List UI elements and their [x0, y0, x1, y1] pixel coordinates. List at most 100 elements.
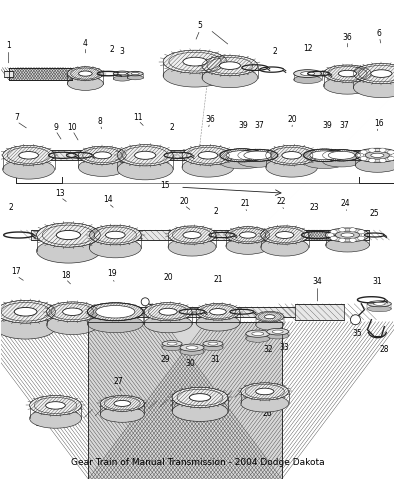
Ellipse shape — [226, 238, 270, 254]
Ellipse shape — [113, 76, 131, 81]
Circle shape — [350, 315, 360, 324]
Ellipse shape — [3, 145, 55, 165]
Text: Gear Train of Manual Transmission - 2004 Dodge Dakota: Gear Train of Manual Transmission - 2004… — [71, 458, 324, 467]
Ellipse shape — [100, 396, 144, 411]
Text: 2: 2 — [214, 206, 218, 216]
Ellipse shape — [339, 70, 357, 77]
Ellipse shape — [89, 225, 141, 245]
Ellipse shape — [100, 407, 144, 422]
Ellipse shape — [264, 315, 275, 319]
Ellipse shape — [330, 236, 337, 240]
Text: 2: 2 — [110, 45, 115, 54]
Ellipse shape — [47, 302, 98, 322]
Ellipse shape — [198, 152, 218, 159]
Text: 32: 32 — [263, 345, 273, 354]
Ellipse shape — [47, 315, 98, 335]
Polygon shape — [337, 150, 369, 160]
Text: 7: 7 — [14, 113, 19, 122]
Text: 36: 36 — [205, 115, 215, 124]
Ellipse shape — [3, 159, 55, 179]
Ellipse shape — [276, 231, 294, 239]
Text: 14: 14 — [103, 195, 113, 204]
Ellipse shape — [267, 332, 289, 339]
Ellipse shape — [391, 153, 395, 157]
Ellipse shape — [360, 156, 367, 161]
Ellipse shape — [203, 341, 223, 347]
Ellipse shape — [14, 307, 37, 316]
Text: 21: 21 — [240, 199, 250, 208]
Text: 19: 19 — [107, 269, 117, 278]
Ellipse shape — [369, 148, 376, 152]
Ellipse shape — [127, 75, 143, 80]
Ellipse shape — [261, 226, 308, 244]
Text: 27: 27 — [113, 377, 123, 386]
Text: 16: 16 — [374, 119, 384, 128]
Ellipse shape — [244, 151, 272, 159]
Polygon shape — [30, 230, 369, 240]
Ellipse shape — [30, 408, 81, 428]
Ellipse shape — [357, 153, 364, 157]
Text: 12: 12 — [303, 44, 312, 53]
Ellipse shape — [356, 158, 395, 172]
Ellipse shape — [339, 228, 346, 232]
Ellipse shape — [186, 346, 198, 349]
Ellipse shape — [324, 77, 371, 94]
Ellipse shape — [266, 145, 318, 165]
Ellipse shape — [114, 400, 131, 407]
Ellipse shape — [163, 64, 227, 87]
Ellipse shape — [210, 309, 226, 315]
Polygon shape — [285, 230, 350, 240]
Text: 35: 35 — [353, 329, 362, 338]
Ellipse shape — [256, 319, 284, 330]
Ellipse shape — [310, 151, 339, 160]
Ellipse shape — [246, 335, 270, 342]
Ellipse shape — [135, 151, 156, 159]
Text: 23: 23 — [310, 203, 320, 212]
Ellipse shape — [387, 150, 395, 154]
Text: 3: 3 — [120, 47, 125, 56]
Ellipse shape — [325, 238, 369, 252]
Text: 11: 11 — [134, 113, 143, 122]
Ellipse shape — [261, 238, 308, 256]
Ellipse shape — [19, 152, 38, 159]
Ellipse shape — [89, 238, 141, 258]
Text: 8: 8 — [98, 117, 103, 126]
Ellipse shape — [323, 156, 360, 167]
Text: 20: 20 — [288, 115, 297, 124]
Text: 26: 26 — [36, 419, 45, 428]
Text: 1: 1 — [6, 41, 11, 50]
Text: 17: 17 — [11, 267, 21, 276]
Ellipse shape — [361, 233, 368, 237]
Ellipse shape — [379, 158, 386, 163]
Text: 15: 15 — [160, 180, 170, 190]
Ellipse shape — [293, 76, 322, 84]
Ellipse shape — [371, 70, 392, 77]
Ellipse shape — [96, 305, 135, 318]
Ellipse shape — [272, 330, 283, 333]
Text: 21: 21 — [213, 276, 223, 284]
Text: 39: 39 — [238, 121, 248, 130]
Ellipse shape — [226, 227, 270, 243]
Text: 34: 34 — [313, 277, 322, 287]
Ellipse shape — [387, 156, 395, 161]
Ellipse shape — [324, 65, 371, 82]
Ellipse shape — [341, 233, 354, 237]
Ellipse shape — [183, 57, 207, 66]
Ellipse shape — [37, 223, 100, 247]
Ellipse shape — [241, 395, 289, 412]
Text: 20: 20 — [179, 197, 189, 205]
Ellipse shape — [37, 239, 100, 263]
Text: 20: 20 — [163, 274, 173, 282]
Ellipse shape — [252, 332, 264, 336]
Ellipse shape — [335, 231, 359, 239]
Ellipse shape — [144, 314, 192, 333]
Ellipse shape — [202, 56, 258, 76]
Text: 10: 10 — [68, 123, 77, 132]
Text: 31: 31 — [372, 277, 382, 287]
Ellipse shape — [105, 231, 125, 239]
Ellipse shape — [196, 303, 240, 320]
Ellipse shape — [358, 236, 365, 240]
Ellipse shape — [163, 50, 227, 73]
Ellipse shape — [293, 70, 322, 77]
Ellipse shape — [323, 150, 360, 161]
